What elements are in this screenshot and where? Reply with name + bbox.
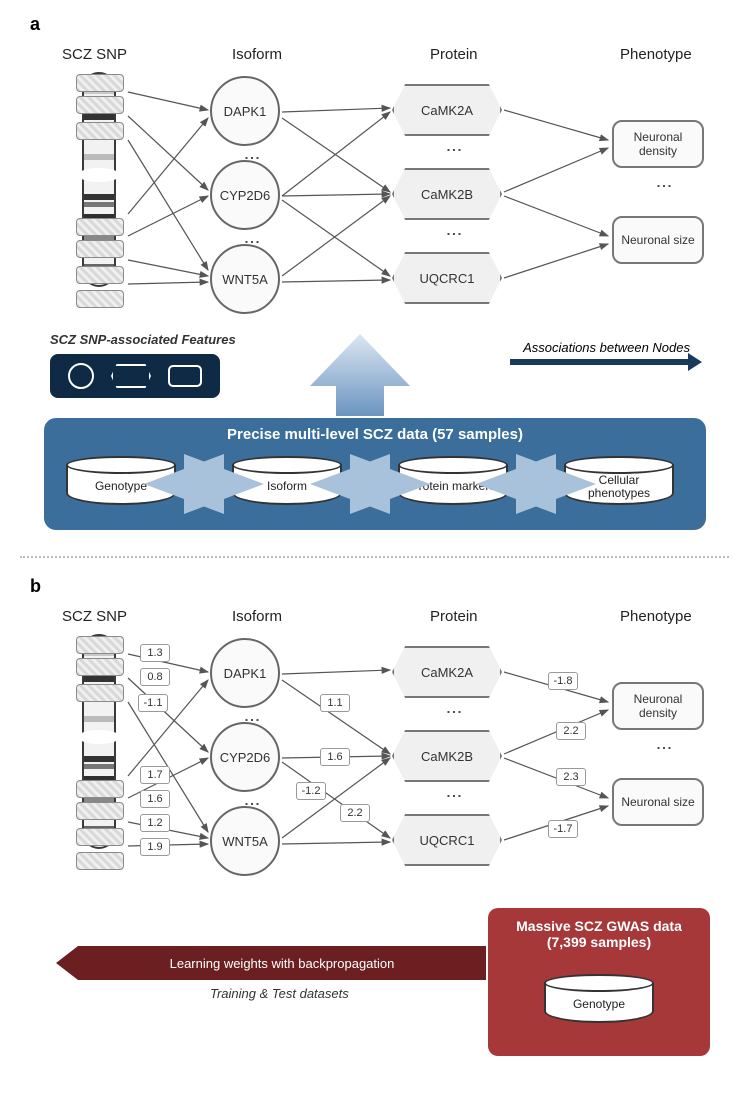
associations-label: Associations between Nodes [523, 340, 690, 355]
snp-box [76, 802, 124, 820]
w-snp-3: 1.7 [140, 766, 170, 784]
snp-box [76, 636, 124, 654]
big-up-arrow-icon [300, 330, 420, 420]
vdots-iso-a: ⋮ [242, 150, 261, 168]
w-snp-2: -1.1 [138, 694, 168, 712]
snp-box [76, 658, 124, 676]
isoform-wnt5a-b: WNT5A [210, 806, 280, 876]
w-snp-6: 1.9 [140, 838, 170, 856]
snp-box [76, 780, 124, 798]
protein-uqcrc1-a: UQCRC1 [392, 252, 502, 304]
legend-rect-icon [168, 365, 202, 387]
cyl-protein: Protein markers [398, 456, 508, 505]
backprop-label: Learning weights with backpropagation [170, 956, 395, 971]
snp-box [76, 122, 124, 140]
backprop-note: Training & Test datasets [210, 986, 349, 1001]
panel-b-label: b [30, 576, 41, 597]
cyl-genotype: Genotype [66, 456, 176, 505]
w-ip-1: 1.6 [320, 748, 350, 766]
vdots-pheno-a: ⋮ [654, 178, 673, 196]
cyl-isoform: Isoform [232, 456, 342, 505]
snp-box [76, 852, 124, 870]
associations-bar-icon [510, 359, 690, 365]
w-pp-3: -1.7 [548, 820, 578, 838]
cyl-cellular: Cellular phenotypes [564, 456, 674, 505]
col-prot-b: Protein [430, 608, 478, 625]
col-prot-a: Protein [430, 46, 478, 63]
w-ip-3: 2.2 [340, 804, 370, 822]
w-snp-4: 1.6 [140, 790, 170, 808]
isoform-cyp2d6-b: CYP2D6 [210, 722, 280, 792]
chromosome-centromere-b [78, 730, 120, 744]
backprop-arrow: Learning weights with backpropagation [78, 946, 486, 980]
w-snp-0: 1.3 [140, 644, 170, 662]
col-iso-a: Isoform [232, 46, 282, 63]
isoform-dapk1-a: DAPK1 [210, 76, 280, 146]
w-ip-0: 1.1 [320, 694, 350, 712]
legend-box [50, 354, 220, 398]
w-ip-2: -1.2 [296, 782, 326, 800]
col-iso-b: Isoform [232, 608, 282, 625]
vdots-pheno-b: ⋮ [654, 740, 673, 758]
snp-box [76, 684, 124, 702]
protein-camk2b-a: CaMK2B [392, 168, 502, 220]
col-pheno-a: Phenotype [620, 46, 692, 63]
vdots-prot2-b: ⋮ [444, 788, 463, 806]
legend-title: SCZ SNP-associated Features [50, 332, 236, 347]
snp-box [76, 828, 124, 846]
snp-box [76, 74, 124, 92]
snp-box [76, 290, 124, 308]
vdots-prot2-a: ⋮ [444, 226, 463, 244]
chromosome-centromere-a [78, 168, 120, 182]
cyl-genotype-b: Genotype [544, 974, 654, 1023]
snp-box [76, 218, 124, 236]
phenotype-size-a: Neuronal size [612, 216, 704, 264]
associations-arrow: Associations between Nodes [510, 340, 690, 365]
protein-uqcrc1-b: UQCRC1 [392, 814, 502, 866]
legend-circle-icon [68, 363, 94, 389]
w-snp-5: 1.2 [140, 814, 170, 832]
protein-camk2a-a: CaMK2A [392, 84, 502, 136]
w-pp-1: 2.2 [556, 722, 586, 740]
snp-box [76, 96, 124, 114]
vdots-iso2-b: ⋮ [242, 796, 261, 814]
w-pp-2: 2.3 [556, 768, 586, 786]
w-snp-1: 0.8 [140, 668, 170, 686]
red-box-subtitle: (7,399 samples) [488, 934, 710, 950]
legend-hexagon-icon [111, 364, 151, 388]
isoform-wnt5a-a: WNT5A [210, 244, 280, 314]
w-pp-0: -1.8 [548, 672, 578, 690]
panel-a-label: a [30, 14, 40, 35]
col-pheno-b: Phenotype [620, 608, 692, 625]
red-box-title: Massive SCZ GWAS data [488, 908, 710, 934]
vdots-prot-b: ⋮ [444, 704, 463, 722]
vdots-prot-a: ⋮ [444, 142, 463, 160]
snp-box [76, 240, 124, 258]
vdots-iso-b: ⋮ [242, 712, 261, 730]
blue-box-title: Precise multi-level SCZ data (57 samples… [44, 418, 706, 443]
panel-separator [20, 556, 729, 558]
phenotype-density-a: Neuronal density [612, 120, 704, 168]
col-snp-a: SCZ SNP [62, 46, 127, 63]
phenotype-density-b: Neuronal density [612, 682, 704, 730]
col-snp-b: SCZ SNP [62, 608, 127, 625]
isoform-dapk1-b: DAPK1 [210, 638, 280, 708]
protein-camk2a-b: CaMK2A [392, 646, 502, 698]
isoform-cyp2d6-a: CYP2D6 [210, 160, 280, 230]
vdots-iso2-a: ⋮ [242, 234, 261, 252]
phenotype-size-b: Neuronal size [612, 778, 704, 826]
protein-camk2b-b: CaMK2B [392, 730, 502, 782]
snp-box [76, 266, 124, 284]
